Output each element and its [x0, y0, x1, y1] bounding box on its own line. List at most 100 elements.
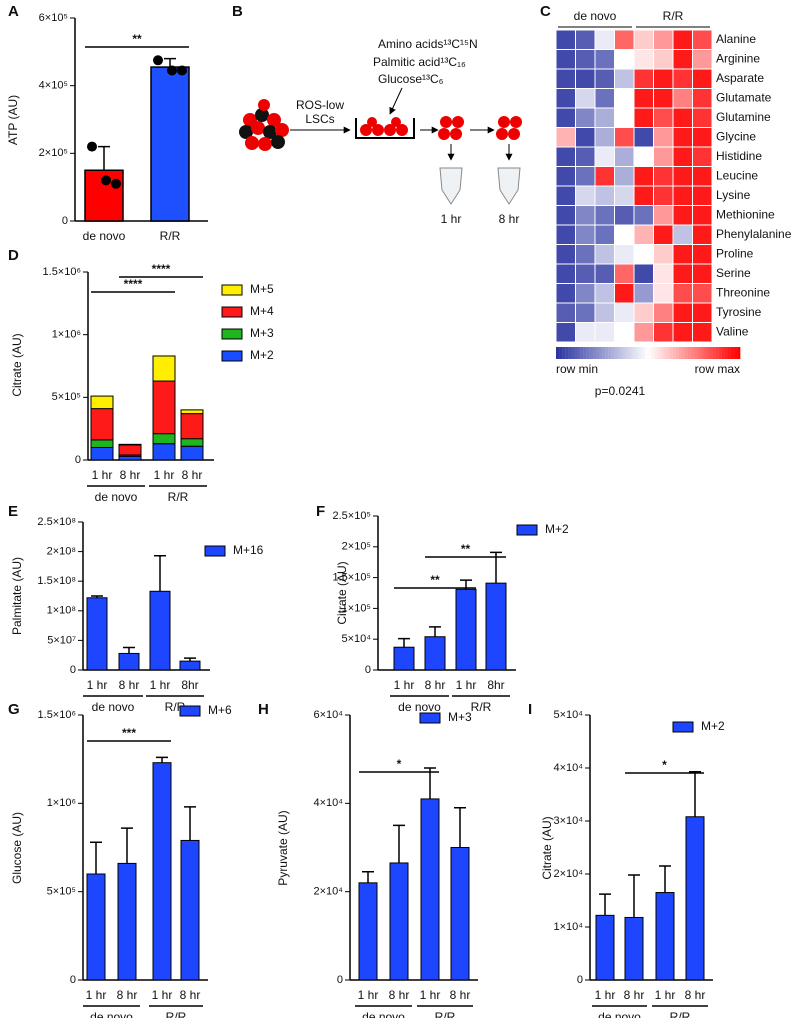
error-bar	[429, 626, 441, 637]
data-point	[167, 65, 177, 76]
colorbar-segment	[611, 347, 615, 359]
heatmap-cell	[555, 283, 576, 304]
data-point	[177, 65, 187, 76]
heatmap-cell	[614, 29, 635, 50]
heatmap-cell	[633, 166, 654, 187]
panel-label: E	[8, 503, 18, 520]
error-bar	[90, 841, 102, 874]
row-label: Threonine	[716, 285, 770, 299]
bar	[86, 597, 108, 671]
x-tick-label: 1 hr	[154, 468, 175, 482]
bar	[685, 816, 705, 981]
row-label: Histidine	[716, 149, 762, 163]
significance-label: ****	[152, 262, 171, 276]
bar	[150, 66, 190, 222]
y-tick-label: 0	[577, 974, 583, 986]
y-tick-label: 2.5×10⁸	[37, 516, 76, 528]
colorbar-segment	[666, 347, 670, 359]
heatmap-cell	[653, 49, 674, 70]
tracer-label: Palmitic acid¹³C₁₆	[373, 55, 466, 69]
heatmap-cell	[555, 185, 576, 206]
colorbar-label: row min	[556, 362, 598, 376]
colorbar-segment	[675, 347, 679, 359]
error-bar	[628, 874, 640, 918]
y-tick-label: 1×10⁵	[342, 602, 371, 614]
colorbar-segment	[638, 347, 643, 359]
y-tick-label: 0	[70, 664, 76, 676]
legend-label: M+5	[250, 282, 274, 296]
significance-label: *	[397, 757, 402, 771]
heatmap-cell	[672, 283, 693, 304]
colorbar-segment	[598, 347, 603, 359]
heatmap-cell	[633, 127, 654, 148]
y-axis-label: ATP (AU)	[6, 95, 20, 145]
x-tick-label: 8 hr	[389, 988, 410, 1002]
colorbar-segment	[620, 347, 624, 359]
row-label: Glutamine	[716, 110, 771, 124]
heatmap-cell	[575, 283, 596, 304]
x-tick-label: 8hr	[181, 678, 198, 692]
y-tick-label: 0	[62, 215, 68, 227]
group-label: de novo	[362, 1010, 405, 1018]
colorbar-segment	[568, 347, 572, 359]
panel-label: H	[258, 701, 269, 718]
colorbar-segment	[715, 347, 719, 359]
heatmap-cell	[614, 107, 635, 128]
heatmap-cell	[614, 302, 635, 323]
heatmap-cell	[692, 49, 713, 70]
colorbar-segment	[556, 347, 560, 359]
heatmap-cell	[692, 224, 713, 245]
heatmap-cell	[594, 166, 615, 187]
y-axis-label: Citrate (AU)	[540, 816, 554, 879]
heatmap-cell	[672, 322, 693, 343]
heatmap-cell	[692, 185, 713, 206]
heatmap-cell	[692, 302, 713, 323]
heatmap-cell	[614, 322, 635, 343]
bar	[117, 862, 137, 981]
colorbar-segment	[730, 347, 735, 359]
bar	[118, 443, 142, 446]
heatmap-cell	[555, 166, 576, 187]
heatmap-cell	[672, 263, 693, 284]
heatmap-cell	[672, 127, 693, 148]
colorbar-segment	[586, 347, 590, 359]
error-bar	[98, 145, 110, 171]
error-bar	[424, 767, 436, 799]
heatmap-cell	[594, 107, 615, 128]
bar	[424, 636, 446, 671]
y-tick-label: 2×10⁴	[313, 886, 343, 898]
x-tick-label: 8 hr	[182, 468, 203, 482]
row-label: Glycine	[716, 129, 756, 143]
legend-label: M+2	[701, 719, 725, 733]
colorbar-segment	[617, 347, 621, 359]
heatmap-cell	[594, 302, 615, 323]
bar	[152, 762, 172, 981]
row-label: Tyrosine	[716, 305, 762, 319]
error-bar	[156, 756, 168, 763]
significance-label: **	[132, 32, 142, 46]
bar	[152, 433, 176, 445]
colorbar-segment	[571, 347, 575, 359]
panel-label: D	[8, 247, 19, 264]
heatmap-cell	[653, 88, 674, 109]
heatmap-cell	[594, 68, 615, 89]
heatmap-cell	[614, 224, 635, 245]
bar	[393, 646, 415, 671]
x-tick-label: 8 hr	[685, 988, 706, 1002]
heatmap-cell	[633, 146, 654, 167]
y-tick-label: 1.5×10⁶	[38, 709, 76, 721]
group-label: R/R	[435, 1010, 456, 1018]
x-tick-label: 1 hr	[420, 988, 441, 1002]
bar	[152, 380, 176, 435]
group-label: de novo	[598, 1010, 641, 1018]
row-label: Methionine	[716, 207, 775, 221]
heatmap-cell	[555, 68, 576, 89]
heatmap-cell	[555, 263, 576, 284]
heatmap-cell	[555, 29, 576, 50]
bar	[152, 443, 176, 461]
heatmap-cell	[575, 107, 596, 128]
heatmap-cell	[555, 107, 576, 128]
cell-label: ROS-low	[296, 98, 344, 112]
y-tick-label: 5×10⁵	[52, 391, 81, 403]
heatmap-cell	[672, 185, 693, 206]
